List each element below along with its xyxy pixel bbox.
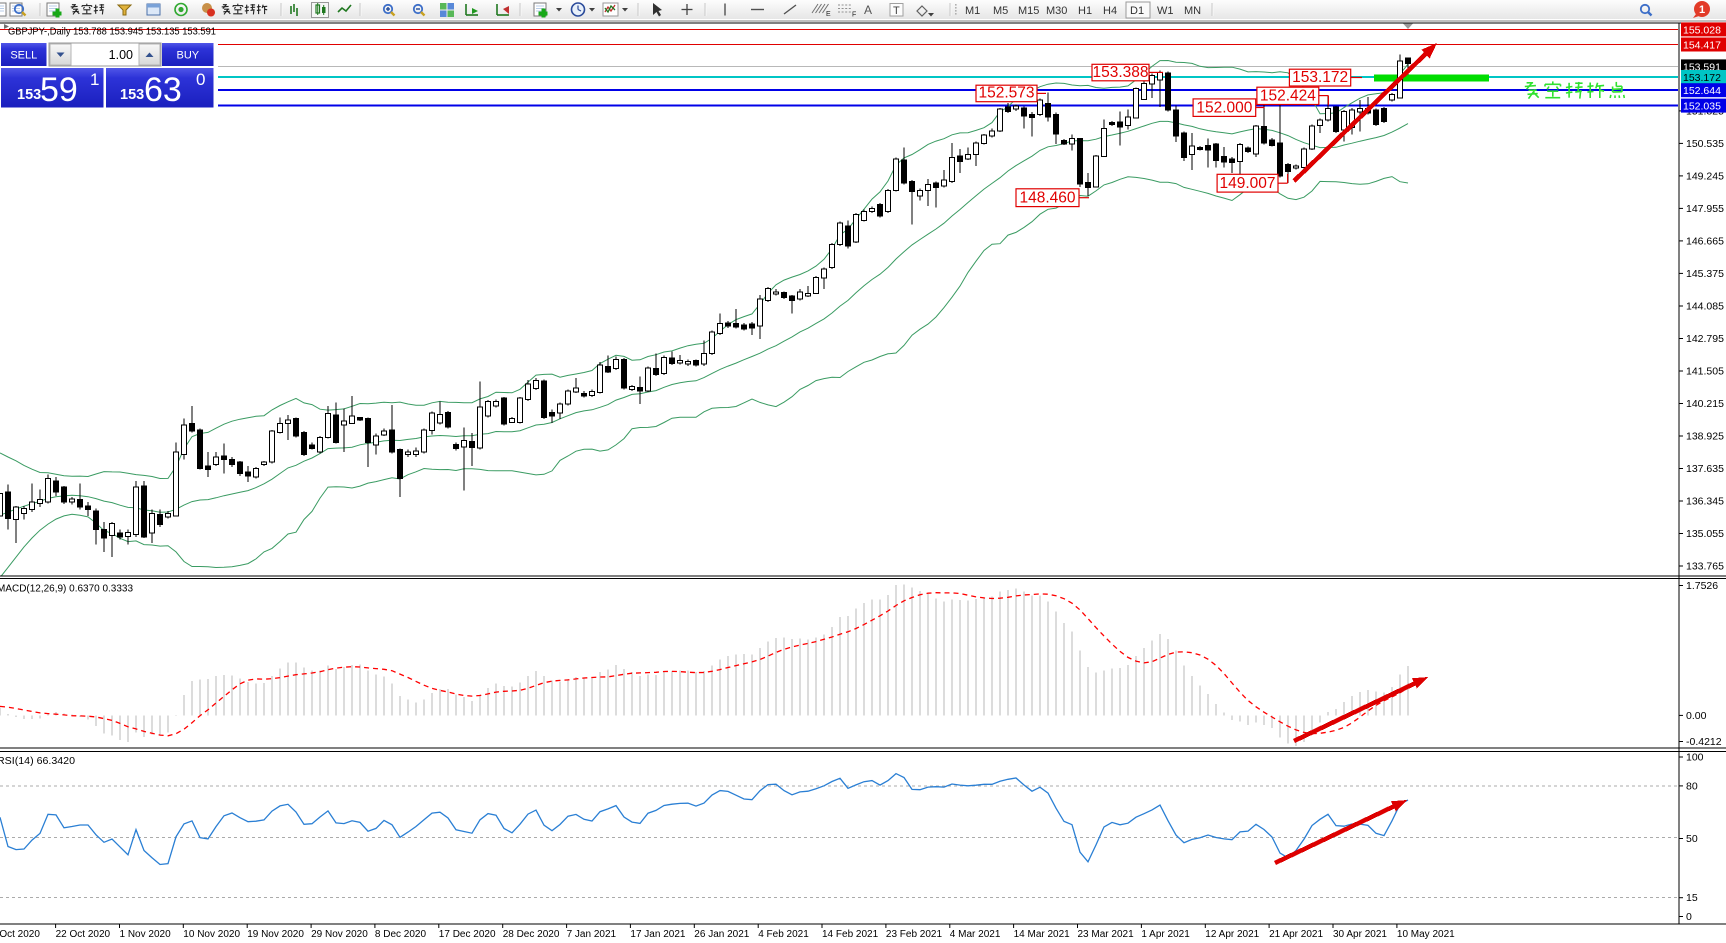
svg-text:GBPJPY-,Daily 153.788 153.945: GBPJPY-,Daily 153.788 153.945 153.135 15… [8,26,216,38]
svg-text:152.035: 152.035 [1683,101,1721,113]
svg-text:29 Nov 2020: 29 Nov 2020 [311,929,368,940]
svg-text:152.000: 152.000 [1196,99,1252,116]
svg-text:147.955: 147.955 [1686,203,1724,215]
svg-text:E: E [826,11,831,18]
svg-text:0: 0 [196,70,205,89]
svg-text:144.085: 144.085 [1686,301,1724,313]
svg-text:D1: D1 [1130,5,1144,17]
svg-text:136.345: 136.345 [1686,496,1724,508]
svg-text:153: 153 [120,87,144,103]
svg-text:7 Jan 2021: 7 Jan 2021 [567,929,617,940]
svg-text:MACD(12,26,9) 0.6370 0.3333: MACD(12,26,9) 0.6370 0.3333 [0,583,133,595]
svg-text:155.028: 155.028 [1683,24,1721,36]
svg-text:153: 153 [17,87,41,103]
svg-text:152.424: 152.424 [1260,88,1316,105]
svg-text:M30: M30 [1046,5,1067,17]
svg-text:H4: H4 [1103,5,1117,17]
svg-text:26 Jan 2021: 26 Jan 2021 [694,929,749,940]
svg-text:137.635: 137.635 [1686,463,1724,475]
svg-text:80: 80 [1686,780,1698,792]
svg-text:146.665: 146.665 [1686,235,1724,247]
svg-text:30 Apr 2021: 30 Apr 2021 [1333,929,1387,940]
svg-text:8 Dec 2020: 8 Dec 2020 [375,929,427,940]
svg-text:153.172: 153.172 [1292,69,1348,86]
svg-text:23 Mar 2021: 23 Mar 2021 [1078,929,1135,940]
svg-text:154.417: 154.417 [1683,40,1721,52]
svg-text:1 Nov 2020: 1 Nov 2020 [120,929,172,940]
svg-text:F: F [852,12,856,19]
svg-text:15: 15 [1686,892,1698,904]
svg-text:T: T [893,5,900,17]
svg-text:152.644: 152.644 [1683,85,1721,97]
svg-text:21 Apr 2021: 21 Apr 2021 [1269,929,1323,940]
svg-text:M1: M1 [965,5,980,17]
svg-text:133.765: 133.765 [1686,561,1724,573]
svg-text:M15: M15 [1018,5,1039,17]
svg-text:28 Dec 2020: 28 Dec 2020 [503,929,560,940]
svg-text:1: 1 [1699,4,1705,16]
svg-text:153.388: 153.388 [1092,64,1148,81]
svg-text:145.375: 145.375 [1686,268,1724,280]
svg-text:23 Feb 2021: 23 Feb 2021 [886,929,943,940]
svg-text:RSI(14) 66.3420: RSI(14) 66.3420 [0,755,75,767]
svg-text:H1: H1 [1078,5,1092,17]
svg-text:-0.4212: -0.4212 [1686,736,1722,748]
svg-text:12 Apr 2021: 12 Apr 2021 [1205,929,1259,940]
svg-text:M5: M5 [993,5,1008,17]
svg-text:152.573: 152.573 [978,85,1034,102]
svg-text:4 Feb 2021: 4 Feb 2021 [758,929,809,940]
svg-text:MN: MN [1184,5,1201,17]
svg-text:0.00: 0.00 [1686,710,1707,722]
svg-text:4 Mar 2021: 4 Mar 2021 [950,929,1001,940]
svg-text:17 Dec 2020: 17 Dec 2020 [439,929,496,940]
svg-text:1.00: 1.00 [109,48,133,62]
svg-text:149.007: 149.007 [1219,175,1275,192]
svg-text:14 Mar 2021: 14 Mar 2021 [1014,929,1071,940]
svg-text:A: A [864,3,872,17]
svg-text:W1: W1 [1157,5,1174,17]
svg-text:63: 63 [144,71,182,109]
svg-text:100: 100 [1686,752,1704,764]
svg-text:138.925: 138.925 [1686,431,1724,443]
svg-text:19 Nov 2020: 19 Nov 2020 [247,929,304,940]
svg-text:3 Oct 2020: 3 Oct 2020 [0,929,40,940]
svg-text:BUY: BUY [176,50,199,62]
svg-text:14 Feb 2021: 14 Feb 2021 [822,929,879,940]
svg-text:59: 59 [40,71,78,109]
svg-text:1.7526: 1.7526 [1686,580,1718,592]
svg-text:135.055: 135.055 [1686,528,1724,540]
svg-text:10 Nov 2020: 10 Nov 2020 [183,929,240,940]
svg-text:148.460: 148.460 [1019,190,1075,207]
svg-text:140.215: 140.215 [1686,398,1724,410]
svg-text:141.505: 141.505 [1686,366,1724,378]
svg-text:0: 0 [1686,911,1692,923]
svg-text:150.535: 150.535 [1686,138,1724,150]
svg-text:17 Jan 2021: 17 Jan 2021 [630,929,685,940]
svg-text:22 Oct 2020: 22 Oct 2020 [56,929,111,940]
svg-text:1 Apr 2021: 1 Apr 2021 [1141,929,1190,940]
svg-text:50: 50 [1686,833,1698,845]
svg-text:149.245: 149.245 [1686,170,1724,182]
svg-text:10 May 2021: 10 May 2021 [1397,929,1455,940]
svg-text:1: 1 [90,70,99,89]
svg-text:142.795: 142.795 [1686,333,1724,345]
svg-text:153.172: 153.172 [1683,72,1721,84]
svg-text:SELL: SELL [10,50,37,62]
